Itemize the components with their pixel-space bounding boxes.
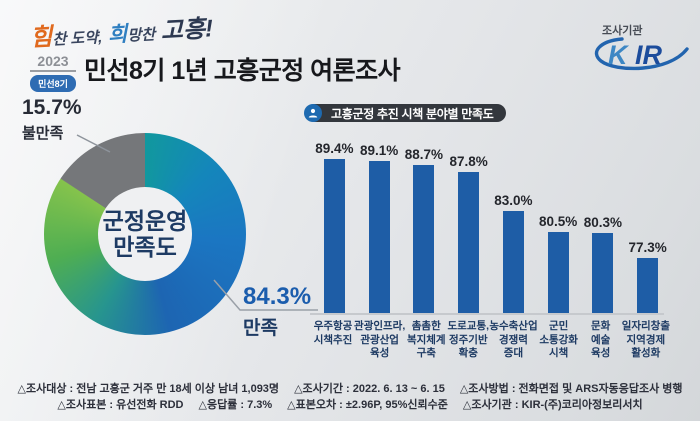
bar-value-label: 89.1% bbox=[359, 143, 399, 158]
page-title: 민선8기 1년 고흥군정 여론조사 bbox=[84, 57, 401, 85]
dissatisfied-label: 불만족 bbox=[22, 125, 64, 142]
donut-center-line2: 만족도 bbox=[113, 234, 177, 260]
methodology-item: △조사방법 : 전화면접 및 ARS자동응답조사 병행 bbox=[459, 383, 683, 395]
bar-chart-title: 고흥군정 추진 시책 분야별 만족도 bbox=[331, 106, 494, 121]
bar-value-label: 80.5% bbox=[538, 214, 578, 229]
satisfied-label: 만족 bbox=[243, 318, 278, 339]
bar-value-label: 87.8% bbox=[449, 154, 488, 169]
methodology-item: △조사대상 : 전남 고흥군 거주 만 18세 이상 남녀 1,093명 bbox=[17, 383, 280, 395]
kir-logo-ir: IR bbox=[635, 40, 663, 70]
bar-column: 89.4% bbox=[312, 133, 357, 313]
bar-value-label: 80.3% bbox=[583, 215, 623, 230]
bar-column: 80.3% bbox=[581, 133, 626, 313]
satisfied-percent: 84.3% bbox=[243, 283, 312, 310]
x-axis-line bbox=[310, 313, 664, 315]
bar bbox=[458, 172, 480, 313]
bar-chart: 89.4% 89.1% 88.7% 87.8% 83.0% 80.5% 80.3% 77.3% bbox=[312, 133, 670, 313]
methodology-item: △조사기간 : 2022. 6. 13 ~ 6. 15 bbox=[294, 383, 445, 395]
donut-center-line1: 군정운영 bbox=[102, 207, 188, 234]
methodology-item: △조사기관 : KIR-(주)코리아정보리서치 bbox=[462, 398, 643, 411]
bar-value-label: 83.0% bbox=[494, 193, 533, 208]
bar-column: 89.1% bbox=[357, 133, 402, 313]
kir-swoosh-icon bbox=[594, 37, 689, 71]
person-icon bbox=[304, 104, 322, 122]
bar-category-label: 촘촘한 복지체계 구축 bbox=[406, 320, 446, 360]
bar-column: 77.3% bbox=[625, 133, 670, 313]
donut-chart: 군정운영 만족도 bbox=[44, 133, 246, 335]
methodology-item: △표본오차 : ±2.96P, 95%신뢰수준 bbox=[287, 398, 448, 411]
bar-category-label: 농수축산업 경쟁력 증대 bbox=[489, 320, 538, 360]
dissatisfied-percent: 15.7% bbox=[22, 96, 82, 119]
slogan-part: 고흥! bbox=[160, 15, 214, 45]
bar-category-label: 일자리창출 지역경제 활성화 bbox=[621, 320, 670, 360]
bar bbox=[547, 232, 569, 313]
kir-logo-k: K bbox=[608, 40, 630, 70]
methodology-item: △응답률 : 7.3% bbox=[198, 398, 273, 411]
donut-center: 군정운영 만족도 bbox=[98, 187, 192, 281]
methodology-line-1: △조사대상 : 전남 고흥군 거주 만 18세 이상 남녀 1,093명 △조사기… bbox=[18, 382, 683, 398]
bar-category-label: 우주항공 시책추진 bbox=[313, 320, 353, 346]
bar-category-label: 도로교통, 정주기반 확충 bbox=[447, 320, 490, 360]
kir-logo: K IR bbox=[594, 37, 689, 71]
bar-category-label: 문화 예술 육성 bbox=[591, 320, 611, 360]
term-badge: 민선8기 bbox=[30, 75, 76, 92]
bar-column: 83.0% bbox=[491, 133, 536, 313]
slogan-part: 희 bbox=[107, 22, 128, 47]
bar-column: 87.8% bbox=[446, 133, 491, 313]
bar-value-label: 88.7% bbox=[404, 147, 444, 162]
bar-column: 88.7% bbox=[402, 133, 447, 313]
bar bbox=[637, 258, 659, 313]
bar-value-label: 89.4% bbox=[315, 141, 354, 156]
year-label: 2023 bbox=[30, 53, 76, 72]
bar-value-label: 77.3% bbox=[628, 240, 667, 255]
bar-column: 80.5% bbox=[536, 133, 581, 313]
bar-chart-header: 고흥군정 추진 시책 분야별 만족도 bbox=[304, 104, 506, 122]
methodology-item: △조사표본 : 유선전화 RDD bbox=[57, 398, 184, 411]
methodology-line-2: △조사표본 : 유선전화 RDD △응답률 : 7.3% △표본오차 : ±2.96… bbox=[57, 398, 642, 414]
bar bbox=[413, 165, 435, 313]
bar bbox=[502, 211, 524, 313]
agency-caption: 조사기관 bbox=[602, 25, 643, 37]
bar bbox=[592, 233, 614, 313]
slogan-part: 찬 도약, bbox=[52, 29, 103, 49]
svg-text:K IR: K IR bbox=[608, 40, 663, 70]
bar bbox=[323, 159, 345, 313]
bar-category-label: 군민 소통강화 시책 bbox=[539, 320, 578, 360]
slogan-calligraphy: 힘 찬 도약, 희 망찬 고흥! bbox=[29, 8, 214, 53]
bar-category-label: 관광인프라, 관광산업 육성 bbox=[354, 320, 406, 360]
year-badge: 2023 민선8기 bbox=[30, 53, 76, 92]
slogan-part: 힘 bbox=[29, 23, 54, 52]
slogan-part: 망찬 bbox=[127, 26, 156, 45]
bar bbox=[368, 161, 390, 313]
bar-category-labels: 우주항공 시책추진 관광인프라, 관광산업 육성 촘촘한 복지체계 구축 도로교통, 정주기반 확충… bbox=[312, 320, 670, 361]
survey-methodology: △조사대상 : 전남 고흥군 거주 만 18세 이상 남녀 1,093명 △조사기… bbox=[0, 382, 700, 414]
